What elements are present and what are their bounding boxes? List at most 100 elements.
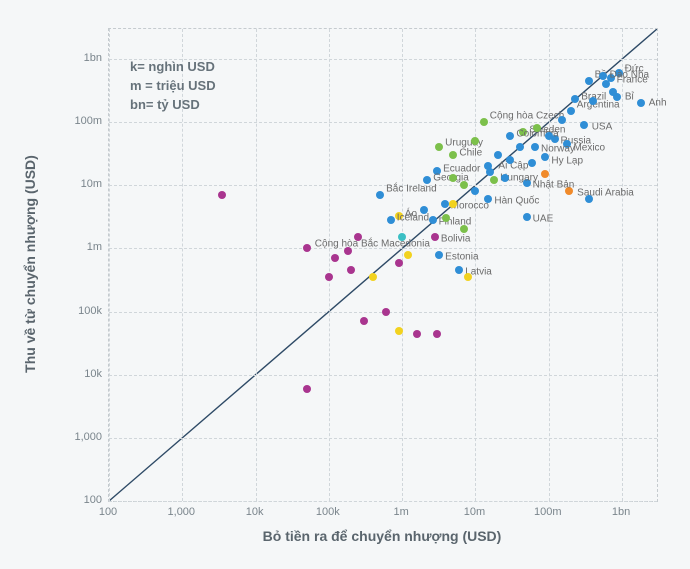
- x-tick: 100k: [316, 506, 340, 518]
- data-point[interactable]: [531, 143, 539, 151]
- data-point[interactable]: [218, 191, 226, 199]
- data-point[interactable]: [585, 77, 593, 85]
- y-tick: 100: [84, 494, 108, 506]
- data-point[interactable]: [567, 107, 575, 115]
- gridline-h: [109, 185, 657, 186]
- data-point[interactable]: [480, 118, 488, 126]
- data-point[interactable]: [501, 174, 509, 182]
- x-tick: 10m: [464, 506, 485, 518]
- data-point[interactable]: [541, 170, 549, 178]
- gridline-v: [622, 29, 623, 501]
- data-point[interactable]: [435, 251, 443, 259]
- legend-line: bn= tỷ USD: [130, 96, 216, 115]
- legend-line: m = triệu USD: [130, 77, 216, 96]
- data-point[interactable]: [325, 273, 333, 281]
- gridline-v: [475, 29, 476, 501]
- data-point[interactable]: [429, 216, 437, 224]
- data-point[interactable]: [344, 247, 352, 255]
- chart-container: AnhĐứcFranceBỉBồ Đào NhaBrazilArgentinaU…: [0, 0, 690, 569]
- data-point[interactable]: [460, 225, 468, 233]
- data-point[interactable]: [580, 121, 588, 129]
- y-axis-label: Thu về từ chuyển nhượng (USD): [22, 155, 38, 373]
- x-tick: 100m: [534, 506, 562, 518]
- data-point[interactable]: [516, 143, 524, 151]
- data-point[interactable]: [599, 72, 607, 80]
- data-point[interactable]: [449, 151, 457, 159]
- data-point[interactable]: [441, 200, 449, 208]
- data-point[interactable]: [395, 327, 403, 335]
- x-axis-label: Bỏ tiền ra để chuyển nhượng (USD): [263, 528, 502, 544]
- data-point[interactable]: [471, 187, 479, 195]
- data-point[interactable]: [369, 273, 377, 281]
- legend-line: k= nghìn USD: [130, 58, 216, 77]
- data-point[interactable]: [460, 181, 468, 189]
- point-label: UAE: [533, 213, 554, 224]
- data-point[interactable]: [585, 195, 593, 203]
- data-point[interactable]: [435, 143, 443, 151]
- y-tick: 10k: [84, 368, 108, 380]
- data-point[interactable]: [490, 176, 498, 184]
- point-label: Mexico: [573, 143, 605, 154]
- gridline-v: [549, 29, 550, 501]
- x-tick: 1,000: [168, 506, 196, 518]
- x-tick: 100: [99, 506, 117, 518]
- gridline-v: [109, 29, 110, 501]
- data-point[interactable]: [420, 206, 428, 214]
- data-point[interactable]: [471, 137, 479, 145]
- data-point[interactable]: [442, 214, 450, 222]
- x-tick: 1bn: [612, 506, 630, 518]
- data-point[interactable]: [433, 330, 441, 338]
- data-point[interactable]: [331, 254, 339, 262]
- data-point[interactable]: [354, 233, 362, 241]
- data-point[interactable]: [609, 88, 617, 96]
- data-point[interactable]: [413, 330, 421, 338]
- point-label: Hàn Quốc: [494, 196, 539, 207]
- y-tick: 1m: [87, 241, 108, 253]
- x-tick: 10k: [246, 506, 264, 518]
- data-point[interactable]: [589, 97, 597, 105]
- data-point[interactable]: [360, 317, 368, 325]
- data-point[interactable]: [545, 132, 553, 140]
- data-point[interactable]: [464, 273, 472, 281]
- point-label: Bắc Ireland: [386, 184, 437, 195]
- data-point[interactable]: [541, 153, 549, 161]
- data-point[interactable]: [506, 156, 514, 164]
- y-tick: 100m: [74, 115, 108, 127]
- data-point[interactable]: [303, 385, 311, 393]
- data-point[interactable]: [431, 233, 439, 241]
- point-label: Cộng hòa Bắc Macedonia: [315, 239, 430, 250]
- point-label: Estonia: [445, 251, 478, 262]
- y-tick: 100k: [78, 305, 108, 317]
- point-label: Bolivia: [441, 234, 470, 245]
- data-point[interactable]: [387, 216, 395, 224]
- point-label: Nhật Bản: [533, 179, 575, 190]
- data-point[interactable]: [455, 266, 463, 274]
- gridline-h: [109, 438, 657, 439]
- data-point[interactable]: [404, 251, 412, 259]
- data-point[interactable]: [558, 116, 566, 124]
- point-label: Anh: [649, 98, 667, 109]
- point-label: Argentina: [577, 100, 620, 111]
- x-tick: 1m: [394, 506, 409, 518]
- data-point[interactable]: [602, 80, 610, 88]
- point-label: Bỉ: [625, 92, 634, 103]
- data-point[interactable]: [484, 162, 492, 170]
- data-point[interactable]: [506, 132, 514, 140]
- data-point[interactable]: [528, 159, 536, 167]
- gridline-h: [109, 501, 657, 502]
- data-point[interactable]: [347, 266, 355, 274]
- data-point[interactable]: [376, 191, 384, 199]
- point-label: Cộng hòa Czech: [490, 111, 565, 122]
- data-point[interactable]: [449, 174, 457, 182]
- data-point[interactable]: [303, 244, 311, 252]
- unit-legend: k= nghìn USDm = triệu USDbn= tỷ USD: [130, 58, 216, 115]
- data-point[interactable]: [637, 99, 645, 107]
- data-point[interactable]: [398, 233, 406, 241]
- data-point[interactable]: [395, 259, 403, 267]
- y-tick: 1bn: [84, 52, 108, 64]
- data-point[interactable]: [533, 124, 541, 132]
- data-point[interactable]: [449, 200, 457, 208]
- data-point[interactable]: [494, 151, 502, 159]
- data-point[interactable]: [382, 308, 390, 316]
- data-point[interactable]: [523, 213, 531, 221]
